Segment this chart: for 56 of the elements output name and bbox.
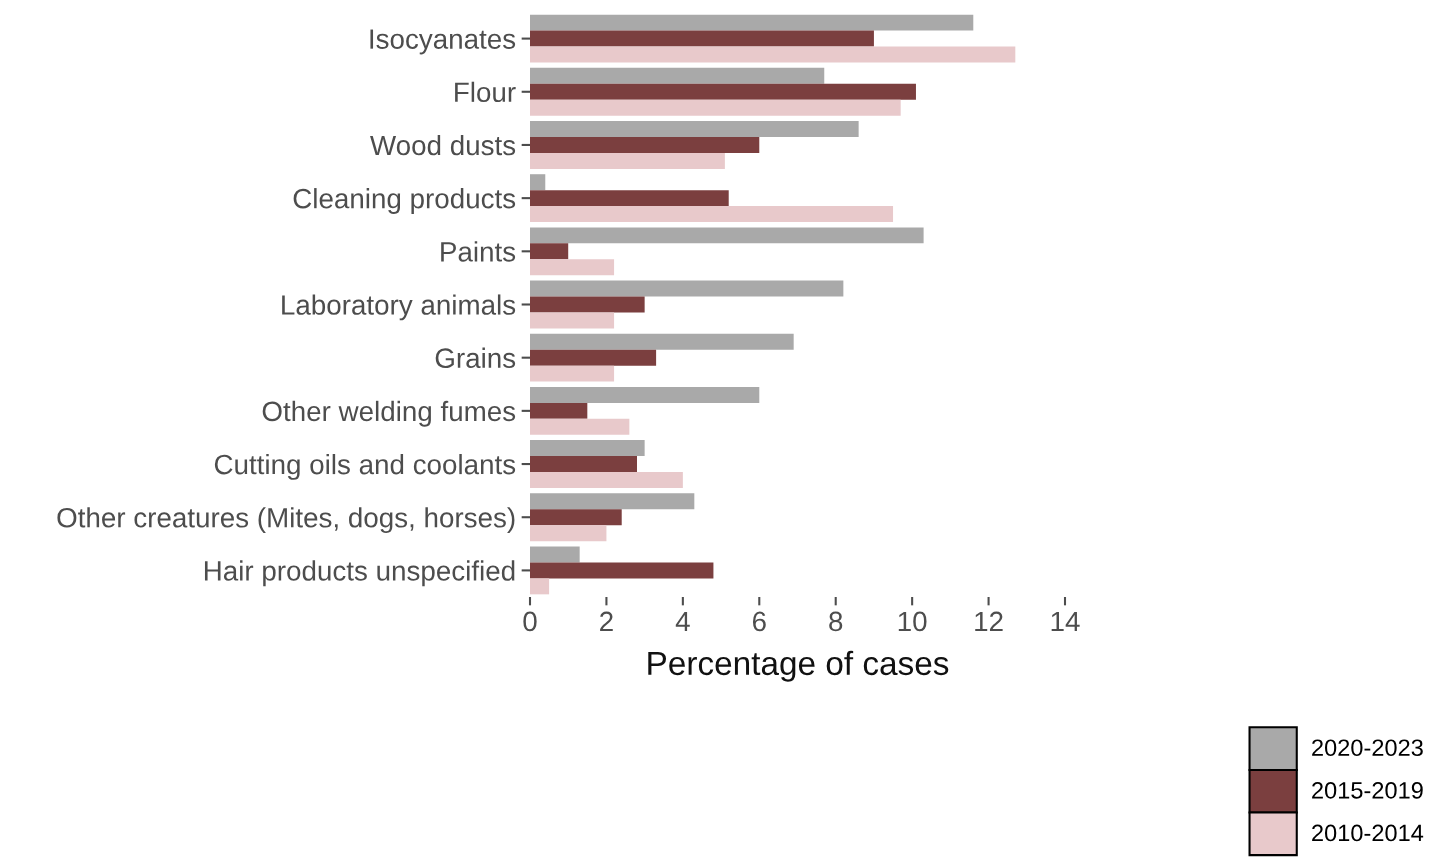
y-tick-label: Cleaning products	[293, 188, 516, 214]
bar	[530, 440, 645, 457]
y-tick-label: Laboratory animals	[282, 294, 516, 321]
legend-label: 2010-2014	[1312, 824, 1424, 842]
legend-label: 2015-2019	[1312, 782, 1423, 799]
bar	[530, 349, 657, 366]
bar	[530, 365, 615, 382]
y-tick-label: Other welding fumes	[262, 400, 516, 427]
bar	[530, 121, 859, 137]
y-tick-label: Other creatures (Mites, dogs, horses)	[57, 507, 515, 534]
y-tick-label: Flour	[455, 81, 516, 103]
y-tick-label: Grains	[435, 347, 516, 369]
bar	[530, 259, 615, 276]
bar	[530, 136, 760, 153]
bar	[530, 206, 894, 223]
bar	[530, 525, 607, 542]
x-tick-label: 4	[675, 611, 690, 632]
x-axis-title: Percentage of cases	[648, 650, 949, 682]
bar	[530, 509, 622, 526]
x-tick-label: 2	[600, 611, 613, 632]
bar	[530, 418, 630, 435]
x-tick-label: 14	[1051, 611, 1080, 632]
y-tick-label: Paints	[441, 241, 516, 262]
x-tick-label: 10	[898, 611, 927, 632]
bar	[530, 296, 645, 313]
bar	[530, 546, 580, 563]
bar	[530, 67, 825, 84]
bar	[530, 312, 615, 329]
bar	[530, 227, 924, 244]
bar	[530, 243, 569, 260]
legend-label: 2020-2023	[1312, 739, 1423, 757]
bar	[530, 30, 874, 47]
bar	[530, 152, 725, 169]
bar	[530, 14, 974, 31]
bar	[530, 174, 546, 191]
bar	[530, 472, 683, 488]
y-tick-label: Isocyanates	[370, 29, 516, 55]
x-tick-label: 6	[752, 611, 766, 632]
x-tick-label: 8	[829, 611, 843, 632]
bar	[530, 578, 550, 595]
bar	[530, 333, 794, 350]
bar	[530, 386, 760, 403]
bar	[530, 280, 844, 297]
bar	[530, 456, 637, 473]
bar	[530, 402, 588, 419]
bar	[530, 99, 901, 116]
bar	[530, 83, 916, 100]
x-tick-label: 12	[975, 611, 1003, 632]
bar	[530, 493, 695, 510]
y-tick-label: Cutting oils and coolants	[214, 453, 516, 480]
bar	[530, 562, 714, 579]
y-tick-label: Hair products unspecified	[204, 560, 515, 587]
bar	[530, 190, 729, 207]
bar	[530, 46, 1016, 63]
y-tick-label: Wood dusts	[370, 134, 516, 156]
x-tick-label: 0	[523, 611, 537, 632]
